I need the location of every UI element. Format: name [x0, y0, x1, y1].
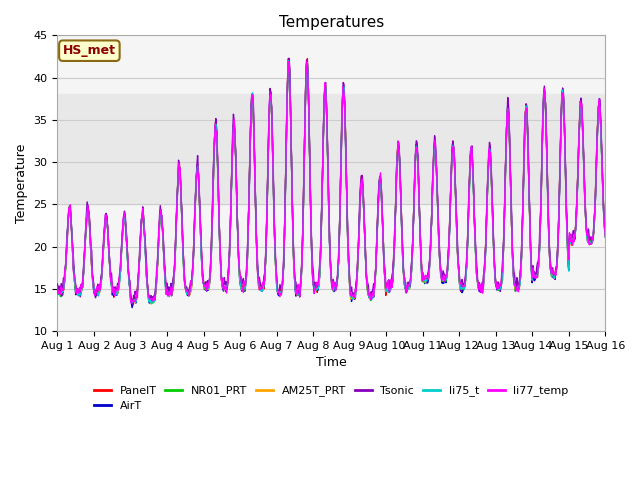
Line: AirT: AirT: [58, 63, 605, 308]
AM25T_PRT: [205, 284, 213, 290]
li75_t: [147, 300, 155, 306]
Legend: PanelT, AirT, NR01_PRT, AM25T_PRT, Tsonic, li75_t, li77_temp: PanelT, AirT, NR01_PRT, AM25T_PRT, Tsoni…: [90, 381, 573, 416]
NR01_PRT: [415, 206, 423, 212]
X-axis label: Time: Time: [316, 357, 347, 370]
li75_t: [120, 218, 127, 224]
li77_temp: [285, 59, 293, 64]
Line: li75_t: li75_t: [58, 61, 605, 303]
PanelT: [205, 283, 213, 288]
Line: NR01_PRT: NR01_PRT: [58, 62, 605, 303]
AM25T_PRT: [415, 205, 423, 211]
Line: li77_temp: li77_temp: [58, 61, 605, 303]
PanelT: [284, 56, 292, 61]
AirT: [128, 305, 136, 311]
li75_t: [399, 268, 407, 274]
Text: HS_met: HS_met: [63, 44, 116, 57]
li75_t: [415, 204, 423, 210]
li77_temp: [602, 233, 609, 239]
NR01_PRT: [120, 217, 127, 223]
Tsonic: [602, 226, 609, 232]
AM25T_PRT: [54, 288, 61, 293]
li75_t: [176, 171, 184, 177]
AM25T_PRT: [602, 234, 609, 240]
li77_temp: [399, 261, 407, 267]
Title: Temperatures: Temperatures: [279, 15, 384, 30]
li77_temp: [120, 213, 127, 218]
AM25T_PRT: [120, 216, 127, 222]
AM25T_PRT: [176, 171, 184, 177]
NR01_PRT: [176, 171, 184, 177]
Tsonic: [415, 209, 423, 215]
NR01_PRT: [149, 300, 157, 306]
AirT: [63, 230, 71, 236]
PanelT: [120, 216, 127, 222]
AirT: [54, 289, 61, 295]
Bar: [58, 95, 605, 204]
AirT: [602, 234, 609, 240]
PanelT: [63, 237, 71, 242]
PanelT: [54, 285, 61, 290]
AirT: [415, 205, 423, 211]
Tsonic: [129, 302, 137, 308]
NR01_PRT: [205, 283, 213, 288]
AM25T_PRT: [285, 58, 293, 63]
Line: Tsonic: Tsonic: [58, 58, 605, 305]
Tsonic: [54, 281, 61, 287]
PanelT: [130, 300, 138, 306]
Tsonic: [205, 278, 213, 284]
AirT: [176, 170, 184, 176]
Line: AM25T_PRT: AM25T_PRT: [58, 60, 605, 304]
li75_t: [63, 233, 71, 239]
AirT: [399, 267, 407, 273]
Y-axis label: Temperature: Temperature: [15, 144, 28, 223]
AM25T_PRT: [63, 232, 71, 238]
NR01_PRT: [63, 232, 71, 238]
li77_temp: [127, 300, 135, 306]
AirT: [120, 218, 127, 224]
AM25T_PRT: [399, 268, 407, 274]
Tsonic: [399, 268, 407, 274]
li77_temp: [54, 283, 61, 289]
li77_temp: [415, 209, 423, 215]
AirT: [205, 284, 213, 289]
Tsonic: [285, 55, 293, 61]
PanelT: [415, 204, 423, 210]
AM25T_PRT: [147, 301, 155, 307]
AirT: [285, 60, 293, 66]
Tsonic: [63, 228, 71, 234]
NR01_PRT: [602, 234, 609, 240]
li77_temp: [63, 230, 71, 236]
NR01_PRT: [399, 265, 407, 271]
li75_t: [54, 287, 61, 292]
li75_t: [284, 58, 292, 64]
li77_temp: [176, 165, 184, 171]
Tsonic: [120, 213, 127, 219]
li77_temp: [205, 278, 213, 284]
Tsonic: [176, 168, 184, 174]
li75_t: [205, 280, 213, 286]
NR01_PRT: [54, 289, 61, 295]
PanelT: [399, 268, 407, 274]
NR01_PRT: [303, 59, 311, 65]
PanelT: [176, 170, 184, 176]
Line: PanelT: PanelT: [58, 59, 605, 303]
li75_t: [602, 233, 609, 239]
PanelT: [602, 231, 609, 237]
